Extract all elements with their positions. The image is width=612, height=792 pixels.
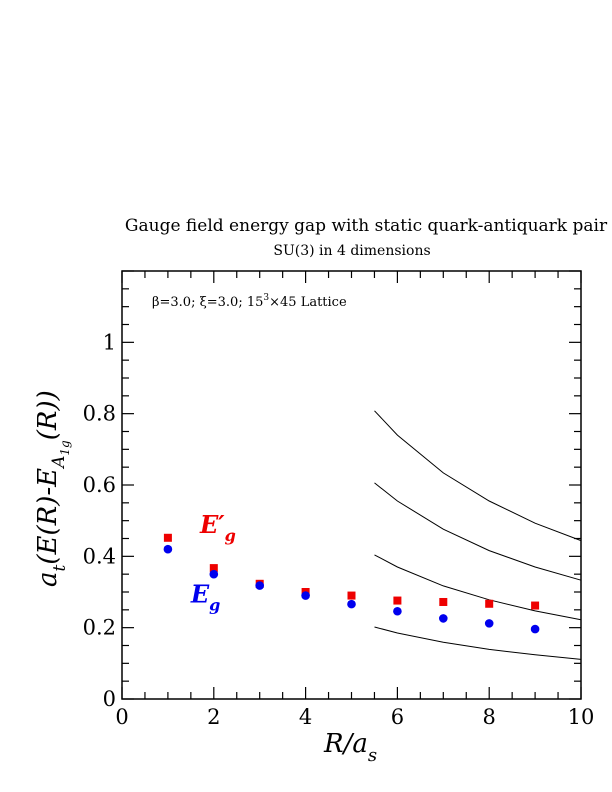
point-eg-prime xyxy=(439,597,448,606)
y-axis-label-sub-1: 1 xyxy=(58,448,72,456)
y-tick-label: 0.6 xyxy=(83,473,116,497)
y-tick-label: 0.4 xyxy=(83,544,116,568)
lattice-annotation-superscript: 3 xyxy=(263,293,269,303)
y-axis-label-sub-t: t xyxy=(50,564,70,571)
chart-title: Gauge field energy gap with static quark… xyxy=(125,216,608,236)
point-eg-prime xyxy=(485,599,494,608)
reference-curve-2 xyxy=(374,554,582,621)
point-eg xyxy=(347,599,356,609)
point-eg-prime xyxy=(163,533,172,542)
x-axis-label-main: R/a xyxy=(323,729,368,759)
series-label-main: E′ xyxy=(199,510,225,539)
lattice-annotation-main: β=3.0; ξ=3.0; 15 xyxy=(152,295,263,310)
data-points xyxy=(163,533,540,634)
reference-curve-3 xyxy=(374,482,582,581)
x-tick-label: 0 xyxy=(115,705,128,729)
x-tick-label: 6 xyxy=(391,705,404,729)
x-tick-label: 10 xyxy=(568,705,595,729)
point-eg-prime xyxy=(209,564,218,573)
point-eg xyxy=(301,591,310,600)
chart-subtitle: SU(3) in 4 dimensions xyxy=(273,243,430,259)
reference-curves xyxy=(374,410,582,660)
point-eg xyxy=(439,614,448,623)
point-eg xyxy=(163,544,173,554)
point-eg xyxy=(530,624,540,634)
y-axis-label-r: (R)) xyxy=(33,390,63,440)
x-tick-label: 2 xyxy=(207,705,220,729)
y-axis-label-energy: (E(R)-E xyxy=(33,468,63,565)
plot-frame xyxy=(121,270,582,700)
series-label-sub: g xyxy=(209,596,220,615)
y-axis-label-sub-a: A xyxy=(49,456,69,470)
y-axis-label: at(E(R)-EA1g(R)) xyxy=(33,390,72,587)
point-eg xyxy=(393,606,402,616)
y-tick-label: 0 xyxy=(103,687,116,711)
axis-tick-labels: 0 2 4 6 8 10 0 0.2 0.4 0.6 0.8 1 xyxy=(83,330,595,729)
series-label-eg: Eg xyxy=(190,580,220,615)
axis-ticks xyxy=(121,270,582,700)
series-label-eg-prime: E′g xyxy=(199,510,236,545)
series-label-sub: g xyxy=(225,526,236,545)
series-label-main: E xyxy=(190,580,210,609)
y-tick-label: 0.2 xyxy=(83,616,116,640)
point-eg-prime xyxy=(393,596,402,605)
y-tick-label: 1 xyxy=(103,330,116,354)
y-tick-label: 0.8 xyxy=(83,402,116,426)
y-axis-label-sub-g: g xyxy=(58,440,72,448)
x-axis-label: R/as xyxy=(323,729,377,766)
point-eg-prime xyxy=(347,591,356,600)
reference-curve-4 xyxy=(374,410,582,542)
lattice-annotation: β=3.0; ξ=3.0; 153×45 Lattice xyxy=(152,293,347,310)
x-tick-label: 4 xyxy=(299,705,312,729)
point-eg xyxy=(209,569,219,579)
lattice-annotation-tail: ×45 Lattice xyxy=(269,295,347,310)
point-eg xyxy=(255,581,264,590)
x-axis-label-sub: s xyxy=(368,745,377,766)
y-axis-label-a: a xyxy=(33,571,63,587)
series-labels: E′gEg xyxy=(190,510,236,615)
reference-curve-1 xyxy=(374,626,582,660)
point-eg xyxy=(484,619,494,628)
x-tick-label: 8 xyxy=(483,705,496,729)
point-eg-prime xyxy=(531,601,540,610)
